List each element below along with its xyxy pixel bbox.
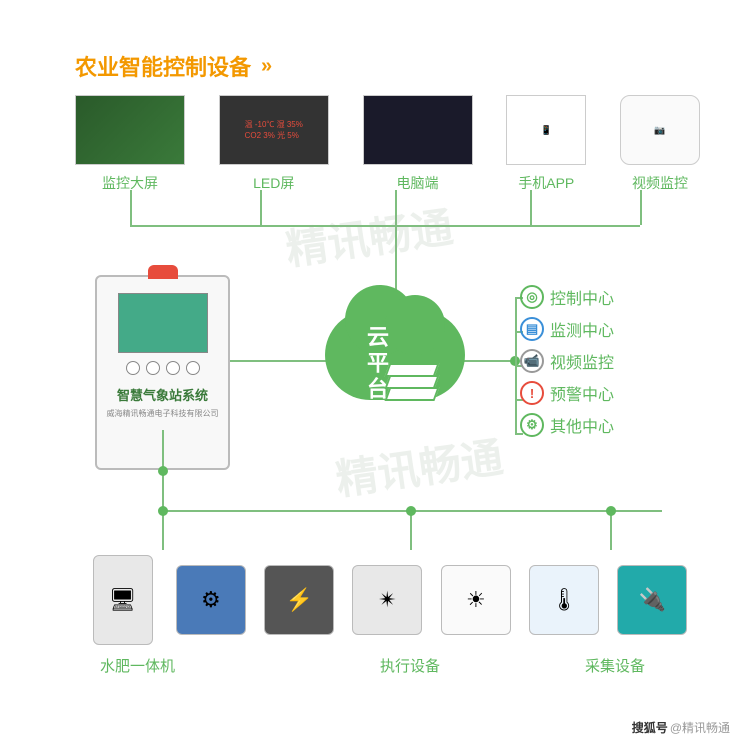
- video-center-icon: 📹: [520, 349, 544, 373]
- alert-center-icon: !: [520, 381, 544, 405]
- actuator-fan-icon: ✴: [345, 555, 430, 645]
- connector-line: [410, 510, 412, 550]
- watermark: 精讯畅通: [332, 424, 507, 508]
- sensor-weather-icon: ☀: [433, 555, 518, 645]
- center-label: 控制中心: [550, 285, 614, 309]
- sensor-temp-icon: 🌡: [522, 555, 607, 645]
- connector-line: [162, 510, 164, 550]
- device-screen-icon: [118, 293, 208, 353]
- center-video: 📹 视频监控: [520, 349, 614, 373]
- phone-icon: 📱: [506, 95, 586, 165]
- center-label: 预警中心: [550, 381, 614, 405]
- center-label: 监测中心: [550, 317, 614, 341]
- center-other: ⚙ 其他中心: [520, 413, 614, 437]
- title-arrow-icon: »: [261, 55, 272, 78]
- led-screen-icon: 温 -10℃ 湿 35%CO2 3% 光 5%: [219, 95, 329, 165]
- watermark: 精讯畅通: [282, 194, 457, 278]
- control-center-icon: ◎: [520, 285, 544, 309]
- page-title: 农业智能控制设备: [75, 50, 251, 82]
- weather-box-subtitle: 威海精讯畅通电子科技有限公司: [107, 408, 219, 419]
- center-control: ◎ 控制中心: [520, 285, 614, 309]
- other-center-icon: ⚙: [520, 413, 544, 437]
- actuator-valve-icon: ⚙: [168, 555, 253, 645]
- connector-line: [610, 510, 612, 550]
- connector-line: [130, 225, 640, 227]
- connector-line: [640, 190, 642, 225]
- actuator-motor-icon: ⚡: [257, 555, 342, 645]
- connector-dot: [606, 506, 616, 516]
- center-label: 其他中心: [550, 413, 614, 437]
- weather-box-title: 智慧气象站系统: [117, 385, 208, 404]
- connector-dot: [158, 506, 168, 516]
- center-monitor: ▤ 监测中心: [520, 317, 614, 341]
- top-item-led: 温 -10℃ 湿 35%CO2 3% 光 5% LED屏: [219, 95, 329, 193]
- top-item-monitor: 监控大屏: [75, 95, 185, 193]
- connector-line: [260, 190, 262, 225]
- top-item-pc: 电脑端: [363, 95, 473, 193]
- cloud-platform: 云平台: [325, 310, 465, 420]
- bottom-devices-row: 🖥 ⚙ ⚡ ✴ ☀ 🌡 🔌: [80, 555, 695, 645]
- footer-attribution: 搜狐号@精讯畅通: [632, 719, 730, 736]
- monitor-center-icon: ▤: [520, 317, 544, 341]
- connector-dot: [406, 506, 416, 516]
- pc-icon: [363, 95, 473, 165]
- connector-dot: [158, 466, 168, 476]
- top-item-phone: 📱 手机APP: [506, 95, 586, 193]
- stack-icon: [387, 365, 437, 405]
- bottom-label: 执行设备: [380, 655, 440, 676]
- connector-line: [530, 190, 532, 225]
- centers-list: ◎ 控制中心 ▤ 监测中心 📹 视频监控 ! 预警中心 ⚙ 其他中心: [520, 285, 614, 437]
- footer-author: @精讯畅通: [670, 721, 730, 735]
- alarm-light-icon: [148, 265, 178, 279]
- bottom-label: 采集设备: [585, 655, 645, 676]
- top-devices-row: 监控大屏 温 -10℃ 湿 35%CO2 3% 光 5% LED屏 电脑端 📱 …: [75, 95, 700, 193]
- top-item-camera: 📷 视频监控: [620, 95, 700, 193]
- top-label: 电脑端: [397, 173, 439, 193]
- top-label: 手机APP: [518, 173, 574, 193]
- bottom-label: 水肥一体机: [100, 655, 175, 676]
- sensor-soil-icon: 🔌: [610, 555, 695, 645]
- center-label: 视频监控: [550, 349, 614, 373]
- connector-line: [130, 190, 132, 225]
- device-controls: [126, 361, 200, 375]
- center-alert: ! 预警中心: [520, 381, 614, 405]
- footer-source: 搜狐号: [632, 721, 668, 735]
- title-row: 农业智能控制设备 »: [75, 50, 272, 82]
- monitor-screen-icon: [75, 95, 185, 165]
- fertilizer-machine-icon: 🖥: [80, 555, 165, 645]
- camera-icon: 📷: [620, 95, 700, 165]
